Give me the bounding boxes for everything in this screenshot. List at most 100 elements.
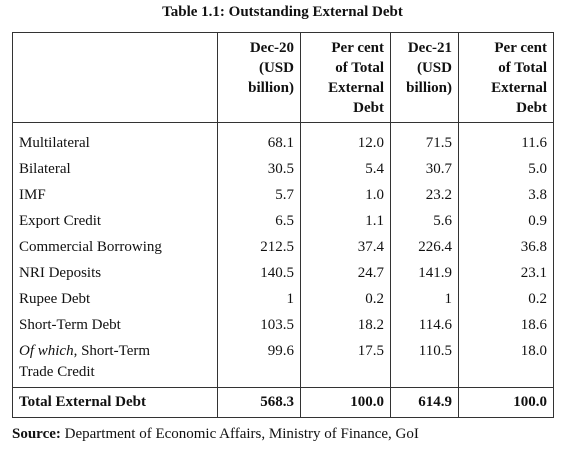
table-cell: 17.5 [300, 339, 391, 388]
table-cell: 226.4 [390, 235, 459, 261]
row-label-main: Rupee Debt [19, 291, 91, 307]
table-cell: 6.5 [217, 209, 301, 235]
row-label: NRI Deposits [12, 261, 218, 287]
table-cell: 18.0 [458, 339, 554, 388]
header-line: (USD [416, 60, 452, 76]
row-label: Rupee Debt [12, 287, 218, 313]
table-cell: 141.9 [390, 261, 459, 287]
table-cell: 568.3 [217, 387, 301, 418]
table-cell: 11.6 [458, 122, 554, 157]
table-row: Short-Term Debt 103.5 18.2 114.6 18.6 [12, 313, 554, 339]
row-label-text: Multilateral [19, 133, 179, 154]
table-row: Bilateral 30.5 5.4 30.7 5.0 [12, 157, 554, 183]
row-label-text: Total External Debt [19, 392, 179, 413]
table-cell: 110.5 [390, 339, 459, 388]
row-label-text: Bilateral [19, 159, 179, 180]
source-label: Source: [12, 426, 61, 442]
table-row: NRI Deposits 140.5 24.7 141.9 23.1 [12, 261, 554, 287]
header-line: Dec-20 [249, 40, 294, 56]
header-line: Dec-21 [407, 40, 452, 56]
table-row: Of which, Short-Term Trade Credit 99.6 17.… [12, 339, 554, 388]
row-label-main: Short-Term Debt [19, 317, 121, 333]
row-label-main: NRI Deposits [19, 265, 102, 281]
row-label-text: NRI Deposits [19, 263, 179, 284]
header-cell: Per cent of Total External Debt [458, 32, 554, 123]
row-label-main: Total External Debt [19, 394, 146, 410]
table-cell: 140.5 [217, 261, 301, 287]
table-cell: 103.5 [217, 313, 301, 339]
row-label-text: IMF [19, 185, 179, 206]
source-text: Department of Economic Affairs, Ministry… [60, 426, 419, 442]
header-line: billion) [406, 80, 452, 96]
row-label-main: Export Credit [19, 213, 102, 229]
table-cell: 99.6 [217, 339, 301, 388]
source-note: Source: Department of Economic Affairs, … [12, 426, 419, 443]
header-cell: Per cent of Total External Debt [300, 32, 391, 123]
table-cell: 68.1 [217, 122, 301, 157]
row-label: Export Credit [12, 209, 218, 235]
header-line: External [328, 80, 384, 96]
table-cell: 5.6 [390, 209, 459, 235]
row-label-text: Export Credit [19, 211, 179, 232]
header-cell: Dec-21 (USD billion) [390, 32, 459, 123]
header-line: billion) [248, 80, 294, 96]
table-cell: 3.8 [458, 183, 554, 209]
debt-table: Dec-20 (USD billion) Per cent of Total Extern… [12, 32, 554, 418]
row-label-text: Rupee Debt [19, 289, 179, 310]
table-row: Multilateral 68.1 12.0 71.5 11.6 [12, 122, 554, 157]
table-row: Rupee Debt 1 0.2 1 0.2 [12, 287, 554, 313]
header-cell [12, 32, 218, 123]
table-cell: 212.5 [217, 235, 301, 261]
header-line: of Total [335, 60, 384, 76]
row-label: Commercial Borrowing [12, 235, 218, 261]
table-cell: 18.6 [458, 313, 554, 339]
table-cell: 36.8 [458, 235, 554, 261]
table-cell: 1.1 [300, 209, 391, 235]
table-cell: 0.9 [458, 209, 554, 235]
table-cell: 1 [390, 287, 459, 313]
row-label: Bilateral [12, 157, 218, 183]
header-line: Per cent [331, 40, 384, 56]
table-row: Total External Debt 568.3 100.0 614.9 100.0 [12, 387, 554, 418]
table-row: Export Credit 6.5 1.1 5.6 0.9 [12, 209, 554, 235]
table-cell: 5.7 [217, 183, 301, 209]
table-cell: 71.5 [390, 122, 459, 157]
table-cell: 12.0 [300, 122, 391, 157]
table-cell: 5.0 [458, 157, 554, 183]
header-line: of Total [498, 60, 547, 76]
table-cell: 24.7 [300, 261, 391, 287]
table-cell: 1 [217, 287, 301, 313]
table-cell: 1.0 [300, 183, 391, 209]
row-label-italic: Of which [19, 343, 74, 359]
table-cell: 0.2 [458, 287, 554, 313]
row-label: Total External Debt [12, 387, 218, 418]
row-label: Multilateral [12, 122, 218, 157]
row-label-main: Bilateral [19, 161, 71, 177]
row-label: Short-Term Debt [12, 313, 218, 339]
table-cell: 23.1 [458, 261, 554, 287]
table-cell: 100.0 [458, 387, 554, 418]
table-cell: 37.4 [300, 235, 391, 261]
table-cell: 5.4 [300, 157, 391, 183]
row-label: IMF [12, 183, 218, 209]
row-label: Of which, Short-Term Trade Credit [12, 339, 218, 388]
row-label-main: , Short-Term Trade Credit [19, 343, 151, 380]
header-cell: Dec-20 (USD billion) [217, 32, 301, 123]
table-cell: 30.7 [390, 157, 459, 183]
header-line: External [491, 80, 547, 96]
row-label-text: Commercial Borrowing [19, 237, 179, 258]
row-label-text: Of which, Short-Term Trade Credit [19, 341, 179, 383]
header-line: Per cent [494, 40, 547, 56]
table-title: Table 1.1: Outstanding External Debt [162, 4, 403, 20]
table-cell: 114.6 [390, 313, 459, 339]
header-line: (USD [258, 60, 294, 76]
table-cell: 18.2 [300, 313, 391, 339]
table-cell: 23.2 [390, 183, 459, 209]
row-label-main: Commercial Borrowing [19, 239, 162, 255]
table-row: IMF 5.7 1.0 23.2 3.8 [12, 183, 554, 209]
header-line: Debt [353, 100, 384, 116]
header-line: Debt [516, 100, 547, 116]
header-row: Dec-20 (USD billion) Per cent of Total Extern… [12, 32, 554, 123]
row-label-text: Short-Term Debt [19, 315, 179, 336]
